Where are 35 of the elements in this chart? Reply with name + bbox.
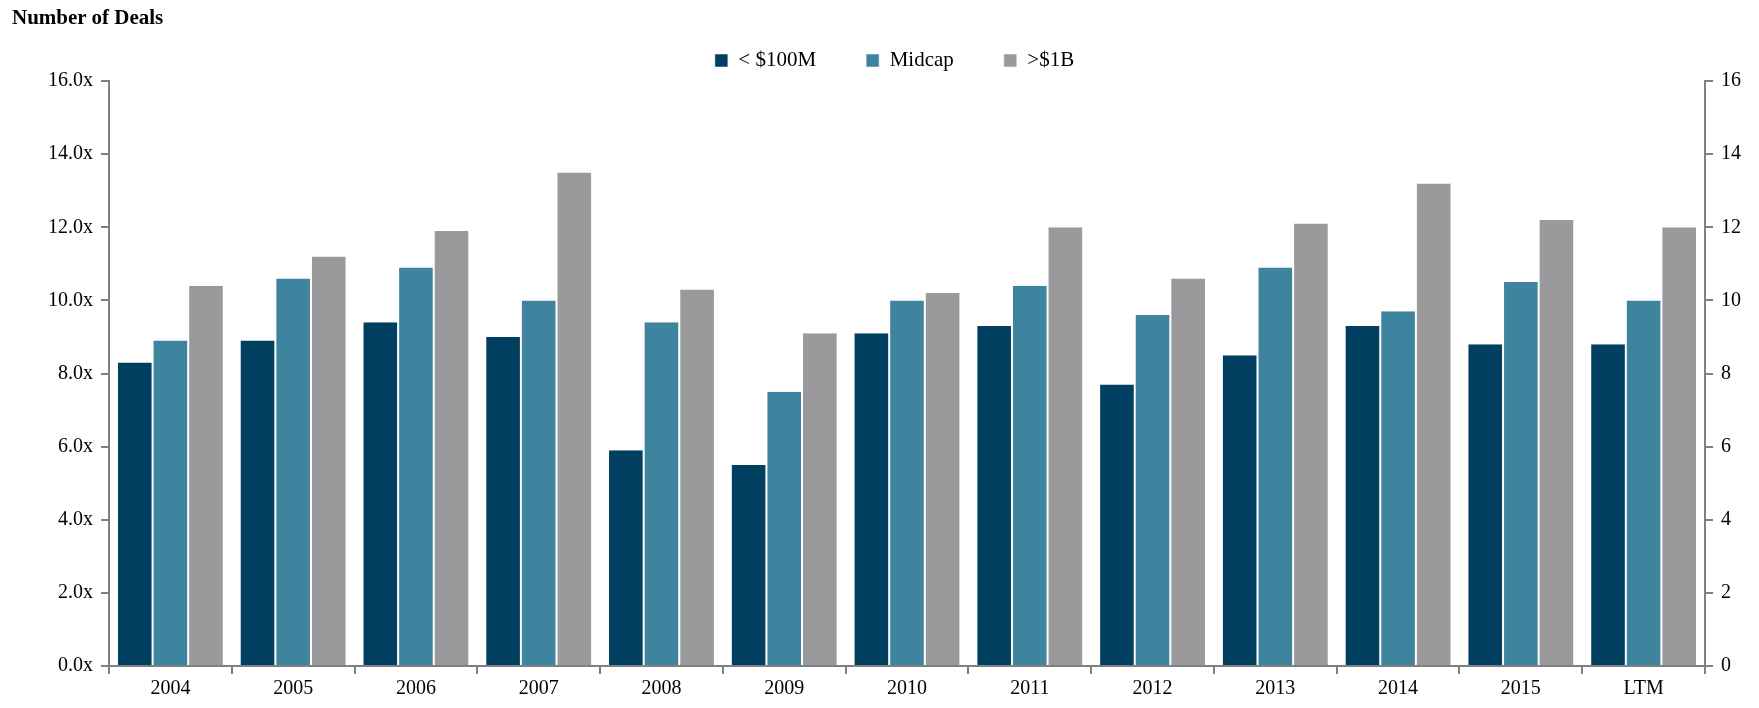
y-axis-title: Number of Deals: [12, 4, 164, 29]
x-tick-label: 2013: [1255, 676, 1296, 699]
x-tick-label: 2011: [1010, 676, 1050, 699]
y2-tick-label: 10: [1721, 287, 1741, 310]
y-tick-label: 10.0x: [48, 287, 93, 310]
legend-label: Midcap: [889, 47, 954, 72]
y2-tick-label: 2: [1721, 580, 1731, 603]
x-tick-label: 2009: [764, 676, 805, 699]
y2-tick-label: 16: [1721, 68, 1741, 91]
x-tick-label: 2015: [1500, 676, 1541, 699]
y2-tick-label: 14: [1721, 141, 1741, 164]
y2-tick-label: 12: [1721, 214, 1741, 237]
y-tick-label: 14.0x: [48, 141, 93, 164]
y2-tick-label: 8: [1721, 360, 1731, 383]
y-tick-label: 2.0x: [58, 580, 93, 603]
y2-tick-label: 4: [1721, 507, 1731, 529]
x-tick-label: 2012: [1132, 676, 1173, 699]
x-tick-label: 2007: [518, 676, 559, 699]
legend-label: >$1B: [1027, 47, 1075, 72]
x-tick-label: 2008: [641, 676, 682, 699]
x-tick-label: 2010: [887, 676, 927, 699]
x-tick-label: LTM: [1623, 676, 1665, 699]
y-tick-label: 4.0x: [58, 507, 93, 529]
x-tick-label: 2014: [1378, 676, 1419, 699]
y-tick-label: 0.0x: [58, 653, 93, 676]
y-tick-label: 12.0x: [48, 214, 93, 237]
legend-label: < $100M: [738, 47, 817, 72]
x-tick-label: 2005: [273, 676, 314, 699]
y2-tick-label: 6: [1721, 433, 1731, 456]
x-tick-label: 2006: [395, 676, 436, 699]
x-tick-label: 2004: [150, 676, 191, 699]
y-tick-label: 16.0x: [48, 68, 93, 91]
y-tick-label: 8.0x: [58, 360, 93, 383]
y2-tick-label: 0: [1721, 653, 1731, 676]
y-tick-label: 6.0x: [58, 433, 93, 456]
